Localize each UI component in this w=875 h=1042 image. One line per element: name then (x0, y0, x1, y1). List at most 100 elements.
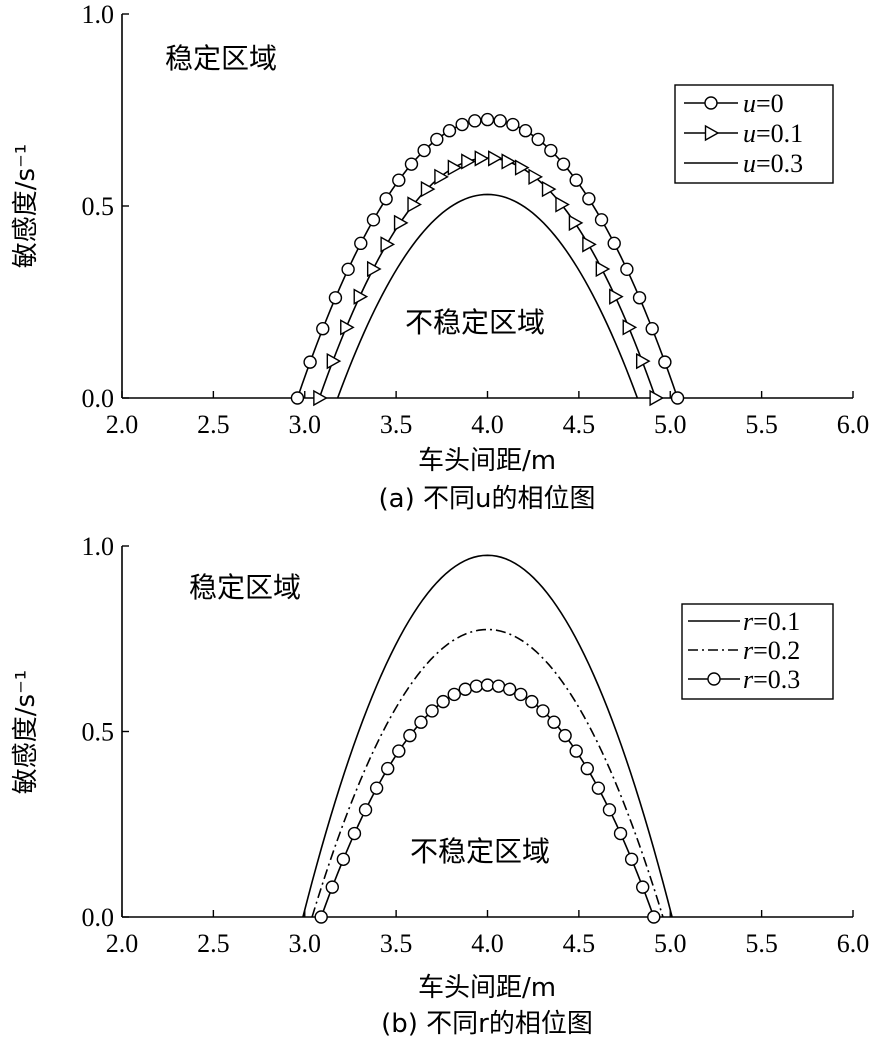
data-point-marker (569, 744, 583, 758)
x-tick-label: 4.0 (471, 410, 504, 439)
data-point-marker (607, 236, 621, 251)
x-tick-label: 6.0 (837, 410, 870, 439)
data-point-marker (434, 168, 449, 186)
data-point-marker (474, 150, 490, 167)
data-point-marker (303, 355, 317, 369)
series-line (336, 193, 639, 399)
x-tick-label: 2.5 (197, 410, 230, 439)
y-tick-label: 0.0 (82, 903, 115, 932)
x-tick-label: 3.0 (289, 929, 322, 958)
data-point-marker (358, 803, 373, 817)
data-point-marker (347, 826, 362, 841)
figure-caption: (a) 不同u的相位图 (379, 484, 596, 514)
x-tick-label: 5.0 (654, 410, 687, 439)
data-point-marker (366, 260, 382, 278)
legend-marker (704, 96, 718, 110)
data-point-marker (447, 159, 463, 176)
data-point-marker (493, 114, 507, 128)
data-point-marker (353, 288, 369, 305)
data-point-marker (455, 117, 469, 132)
legend-item: u=0 (684, 89, 784, 118)
data-point-marker (316, 322, 330, 336)
legend-box (674, 84, 834, 184)
data-point-marker (341, 262, 355, 277)
legend-label: u=0 (743, 89, 784, 118)
data-point-marker (469, 679, 484, 693)
data-point-marker (461, 153, 476, 170)
legend-label: r=0.1 (743, 607, 800, 636)
x-tick-label: 3.5 (380, 929, 413, 958)
data-point-marker (393, 214, 409, 232)
data-point-marker (420, 180, 436, 198)
legend-label: u=0.1 (743, 119, 803, 148)
data-point-marker (392, 744, 406, 758)
data-point-marker (326, 352, 342, 370)
data-point-marker (313, 389, 328, 407)
series-r=0.2 (311, 628, 664, 918)
series-line (320, 684, 655, 918)
x-axis-title: 车头间距/m (418, 973, 556, 1003)
data-point-marker (430, 132, 444, 147)
data-point-marker (379, 192, 393, 206)
legend: u=0u=0.1u=0.3 (674, 84, 834, 184)
data-point-marker (594, 213, 609, 227)
x-tick-label: 4.5 (563, 410, 596, 439)
legend-item: r=0.1 (688, 607, 800, 636)
legend-marker (704, 124, 720, 142)
series-line (311, 628, 664, 918)
y-tick-label: 0.5 (82, 718, 115, 747)
data-point-marker (468, 114, 482, 128)
legend-item: r=0.2 (688, 636, 800, 665)
data-point-marker (636, 880, 650, 894)
legend-box (681, 603, 834, 700)
data-point-marker (328, 291, 343, 305)
data-point-marker (591, 781, 606, 795)
data-point-marker (647, 910, 661, 924)
data-point-marker (514, 159, 530, 176)
data-point-marker (336, 852, 351, 866)
data-point-marker (491, 679, 506, 693)
data-point-marker (613, 826, 628, 841)
data-point-marker (506, 117, 520, 132)
x-tick-label: 5.0 (654, 929, 687, 958)
data-point-marker (404, 157, 419, 171)
y-tick-label: 1.0 (82, 532, 115, 561)
figure-caption: (b) 不同r的相位图 (381, 1009, 593, 1039)
data-point-marker (622, 319, 638, 336)
data-point-marker (447, 687, 461, 702)
data-point-marker (407, 196, 422, 213)
data-point-marker (488, 150, 503, 167)
data-point-marker (555, 196, 570, 213)
data-point-marker (480, 112, 495, 127)
panel-b: 2.0 2.5 3.0 3.5 4.0 4.5 5.0 5.5 6.0 0.0 0.5 1.0 车头间距… (11, 532, 869, 1039)
unstable-region-label: 不稳定区域 (405, 306, 545, 339)
data-point-marker (580, 761, 594, 776)
data-point-marker (645, 322, 659, 336)
data-point-marker (392, 173, 406, 187)
y-axis-title: 敏感度/s⁻¹ (11, 670, 41, 794)
x-tick-label: 4.0 (471, 929, 504, 958)
data-point-marker (536, 704, 550, 718)
data-point-marker (325, 880, 339, 894)
data-point-marker (425, 704, 439, 718)
data-point-marker (649, 389, 665, 407)
data-point-marker (442, 124, 457, 138)
data-point-marker (417, 143, 431, 158)
panel-a: 2.0 2.5 3.0 3.5 4.0 4.5 5.0 5.5 6.0 0.0 0.5 1.0 车头间距… (11, 0, 869, 514)
y-tick-label: 0.5 (82, 192, 115, 221)
x-tick-label: 3.0 (289, 410, 322, 439)
data-point-marker (354, 236, 368, 251)
data-point-marker (314, 910, 328, 924)
data-point-marker (569, 173, 583, 187)
data-point-marker (595, 260, 611, 278)
series-r=0.1 (302, 554, 673, 918)
data-point-marker (381, 761, 395, 776)
data-point-marker (380, 236, 396, 253)
data-point-marker (501, 153, 517, 170)
series-u=0.3 (336, 193, 639, 399)
data-point-marker (624, 852, 639, 866)
legend-marker (707, 672, 721, 686)
data-point-marker (547, 715, 561, 729)
legend-label: u=0.3 (743, 149, 803, 178)
